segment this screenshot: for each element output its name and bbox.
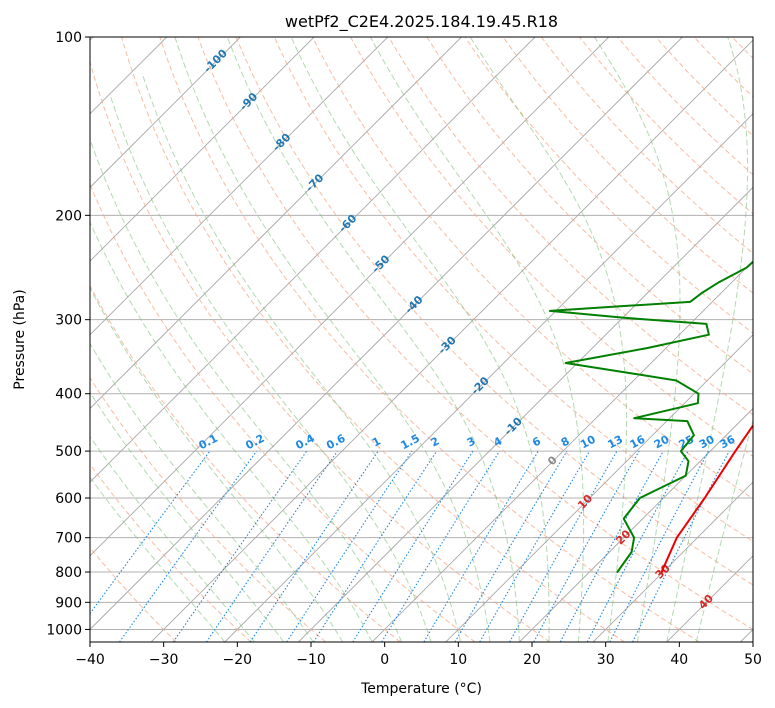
isotherm-line bbox=[90, 37, 610, 557]
chart-title: wetPf2_C2E4.2025.184.19.45.R18 bbox=[285, 12, 558, 32]
x-tick-label: 0 bbox=[380, 652, 389, 668]
x-tick-label: 20 bbox=[523, 652, 541, 668]
mixing-ratio-line bbox=[586, 450, 689, 642]
x-axis-label: Temperature (°C) bbox=[360, 681, 482, 697]
dry-adiabat bbox=[273, 37, 753, 543]
isotherm-line bbox=[150, 39, 753, 642]
mixing-ratio-label: 13 bbox=[605, 433, 625, 452]
y-tick-label: 700 bbox=[55, 531, 82, 547]
mixing-ratio-line bbox=[559, 450, 664, 642]
isotherm-line bbox=[90, 37, 462, 410]
dry-adiabat bbox=[90, 546, 177, 642]
mixing-ratio-label: 10 bbox=[578, 433, 598, 452]
dry-adiabat bbox=[121, 37, 625, 642]
mixing-ratio-line bbox=[509, 450, 618, 642]
y-tick-label: 800 bbox=[55, 565, 82, 581]
moist-adiabat bbox=[469, 37, 627, 642]
moist-adiabat bbox=[90, 435, 255, 642]
dry-adiabat bbox=[388, 37, 753, 416]
dry-adiabat bbox=[197, 37, 753, 630]
mixing-ratio-line bbox=[313, 450, 438, 642]
pressure-gridlines bbox=[90, 37, 753, 630]
y-axis-label: Pressure (hPa) bbox=[12, 289, 28, 389]
dry-adiabat bbox=[90, 60, 551, 642]
dry-adiabat bbox=[757, 24, 775, 642]
moist-adiabat bbox=[90, 137, 403, 642]
isotherm-line bbox=[224, 113, 753, 642]
isotherm-line bbox=[90, 37, 241, 189]
y-tick-label: 400 bbox=[55, 387, 82, 403]
profile-lines bbox=[548, 260, 753, 573]
moist-adiabats bbox=[90, 37, 753, 642]
x-tick-label: −40 bbox=[75, 652, 105, 668]
moist-adiabat bbox=[226, 37, 520, 642]
y-tick-label: 600 bbox=[55, 491, 82, 507]
mixing-ratio-line bbox=[352, 450, 474, 642]
mixing-ratio-label: 30 bbox=[697, 433, 717, 452]
axes: −40 −30 −20 −10 0 10 20 30 40 50 100 200 300 400 500 60… bbox=[46, 30, 762, 668]
mixing-ratio-line bbox=[172, 450, 308, 642]
mixing-ratio-line bbox=[286, 450, 413, 642]
y-tick-label: 100 bbox=[55, 30, 82, 46]
mixing-ratio-lines bbox=[90, 450, 730, 642]
dry-adiabat bbox=[235, 37, 753, 586]
dry-adiabat bbox=[159, 37, 700, 642]
mixing-ratio-line bbox=[205, 450, 338, 642]
dry-adiabats bbox=[90, 24, 775, 642]
isotherm-line bbox=[519, 407, 753, 642]
isotherm-line bbox=[445, 334, 753, 642]
moist-adiabat bbox=[109, 94, 432, 642]
mixing-ratio-line bbox=[90, 450, 211, 615]
x-tick-label: 50 bbox=[744, 652, 762, 668]
isotherm-line bbox=[90, 37, 683, 631]
moist-adiabat bbox=[141, 72, 461, 642]
isotherm-line bbox=[592, 481, 753, 642]
isotherm-line bbox=[371, 260, 753, 642]
dry-adiabat bbox=[464, 37, 753, 334]
isotherm-line bbox=[90, 37, 389, 336]
dry-adiabat bbox=[90, 284, 401, 642]
isotherm-line bbox=[90, 37, 536, 483]
dry-adiabat bbox=[502, 37, 753, 294]
isotherm-line bbox=[90, 37, 315, 262]
y-tick-label: 900 bbox=[55, 595, 82, 611]
mixing-ratio-label: 20 bbox=[652, 433, 672, 452]
moist-adiabat bbox=[90, 286, 344, 642]
moist-adiabat bbox=[90, 220, 373, 642]
y-tick-label: 200 bbox=[55, 208, 82, 224]
mixing-ratio-line bbox=[609, 450, 709, 642]
mixing-ratio-line bbox=[533, 450, 640, 642]
mixing-ratio-line bbox=[119, 450, 258, 642]
moist-adiabat bbox=[90, 476, 226, 642]
moist-adiabat bbox=[90, 391, 285, 642]
x-tick-label: 10 bbox=[449, 652, 467, 668]
plot-background bbox=[90, 37, 753, 642]
mixing-ratio-line bbox=[381, 450, 500, 642]
moist-adiabat bbox=[666, 37, 749, 642]
x-tick-label: −10 bbox=[296, 652, 326, 668]
mixing-ratio-label: 36 bbox=[718, 433, 738, 452]
moist-adiabat bbox=[90, 342, 314, 642]
moist-adiabat bbox=[290, 37, 550, 642]
mixing-ratio-line bbox=[249, 450, 379, 642]
dewpoint-profile-line bbox=[548, 260, 753, 573]
mixing-ratio-line bbox=[423, 450, 539, 642]
x-tick-label: 40 bbox=[670, 652, 688, 668]
moist-adiabat bbox=[369, 37, 585, 642]
mixing-ratio-label: 16 bbox=[628, 433, 648, 452]
skewed-isotherms bbox=[90, 37, 753, 642]
x-tick-label: −30 bbox=[149, 652, 179, 668]
x-tick-label: 30 bbox=[597, 652, 615, 668]
y-tick-label: 500 bbox=[55, 444, 82, 460]
dry-adiabat bbox=[311, 37, 753, 500]
moist-adiabat bbox=[174, 37, 491, 642]
plot-frame bbox=[89, 36, 754, 643]
y-tick-label: 1000 bbox=[46, 622, 82, 638]
x-tick-label: −20 bbox=[223, 652, 253, 668]
y-tick-label: 300 bbox=[55, 313, 82, 329]
temperature-profile-line bbox=[660, 423, 753, 573]
